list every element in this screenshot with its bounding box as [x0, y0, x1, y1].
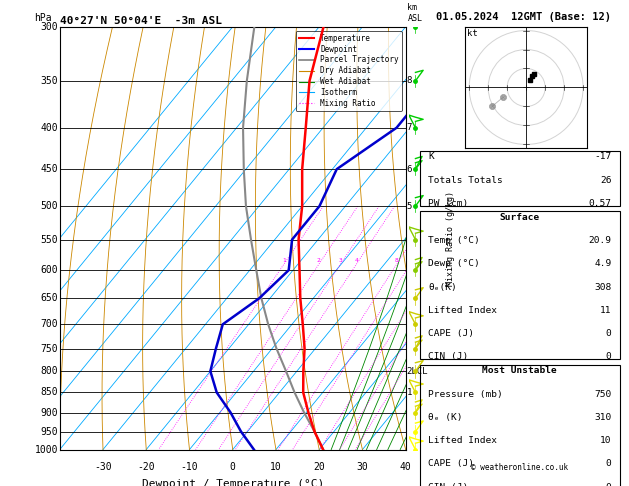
Legend: Temperature, Dewpoint, Parcel Trajectory, Dry Adiabat, Wet Adiabat, Isotherm, Mi: Temperature, Dewpoint, Parcel Trajectory…	[296, 31, 402, 111]
Text: CIN (J): CIN (J)	[428, 483, 469, 486]
Text: K: K	[428, 152, 434, 161]
Text: -20: -20	[137, 462, 155, 472]
Text: Surface: Surface	[500, 213, 540, 222]
Text: 40°27'N 50°04'E  -3m ASL: 40°27'N 50°04'E -3m ASL	[60, 16, 222, 26]
Text: θₑ(K): θₑ(K)	[428, 282, 457, 292]
Text: 750: 750	[594, 390, 611, 399]
Text: 0: 0	[606, 352, 611, 362]
Text: 350: 350	[40, 76, 58, 86]
Text: 10: 10	[270, 462, 282, 472]
Text: 308: 308	[594, 282, 611, 292]
Text: 450: 450	[40, 164, 58, 174]
Text: Lifted Index: Lifted Index	[428, 436, 497, 445]
Text: 0: 0	[606, 329, 611, 338]
Text: 0: 0	[230, 462, 236, 472]
Bar	[420, 151, 620, 206]
Bar	[420, 211, 620, 359]
Text: 600: 600	[40, 265, 58, 275]
Text: θₑ (K): θₑ (K)	[428, 413, 463, 422]
Text: 1: 1	[282, 259, 286, 263]
Text: Dewpoint / Temperature (°C): Dewpoint / Temperature (°C)	[142, 479, 324, 486]
Text: -30: -30	[94, 462, 112, 472]
Text: 750: 750	[40, 344, 58, 353]
Text: 900: 900	[40, 408, 58, 417]
Text: Pressure (mb): Pressure (mb)	[428, 390, 503, 399]
Text: hPa: hPa	[34, 13, 52, 22]
Text: 40: 40	[400, 462, 411, 472]
Text: 0: 0	[606, 459, 611, 469]
Text: 1000: 1000	[35, 445, 58, 454]
Text: km
ASL: km ASL	[408, 3, 423, 22]
Text: 4: 4	[354, 259, 358, 263]
Text: Totals Totals: Totals Totals	[428, 175, 503, 185]
Text: 950: 950	[40, 427, 58, 436]
Text: Mixing Ratio (g/kg): Mixing Ratio (g/kg)	[446, 191, 455, 286]
Text: 2: 2	[317, 259, 321, 263]
Text: 800: 800	[40, 366, 58, 376]
Text: 700: 700	[40, 319, 58, 330]
Text: 400: 400	[40, 123, 58, 133]
Text: 5: 5	[407, 202, 412, 210]
Text: 310: 310	[594, 413, 611, 422]
Bar	[420, 364, 620, 486]
Text: 550: 550	[40, 235, 58, 244]
Text: 650: 650	[40, 293, 58, 303]
Text: 30: 30	[357, 462, 369, 472]
Text: 26: 26	[600, 175, 611, 185]
Text: 1: 1	[407, 388, 412, 397]
Text: Temp (°C): Temp (°C)	[428, 236, 480, 245]
Text: 850: 850	[40, 387, 58, 398]
Text: 0.57: 0.57	[589, 199, 611, 208]
Text: 2LCL: 2LCL	[407, 366, 428, 376]
Text: 10: 10	[600, 436, 611, 445]
Text: -10: -10	[181, 462, 198, 472]
Text: Dewp (°C): Dewp (°C)	[428, 260, 480, 268]
Text: 7: 7	[407, 123, 412, 132]
Text: -17: -17	[594, 152, 611, 161]
Text: 500: 500	[40, 201, 58, 211]
Text: 11: 11	[600, 306, 611, 315]
Text: PW (cm): PW (cm)	[428, 199, 469, 208]
Text: 0: 0	[606, 483, 611, 486]
Text: 3: 3	[338, 259, 342, 263]
Text: 4.9: 4.9	[594, 260, 611, 268]
Text: CAPE (J): CAPE (J)	[428, 329, 474, 338]
Text: 8: 8	[395, 259, 399, 263]
Text: 6: 6	[407, 165, 412, 174]
Text: CIN (J): CIN (J)	[428, 352, 469, 362]
Text: © weatheronline.co.uk: © weatheronline.co.uk	[471, 463, 569, 472]
Text: 8: 8	[407, 76, 412, 86]
Text: CAPE (J): CAPE (J)	[428, 459, 474, 469]
Text: 01.05.2024  12GMT (Base: 12): 01.05.2024 12GMT (Base: 12)	[435, 12, 611, 22]
Text: 300: 300	[40, 22, 58, 32]
Text: Most Unstable: Most Unstable	[482, 366, 557, 375]
Text: Lifted Index: Lifted Index	[428, 306, 497, 315]
Text: 20: 20	[313, 462, 325, 472]
Text: 20.9: 20.9	[589, 236, 611, 245]
Text: kt: kt	[467, 29, 478, 37]
